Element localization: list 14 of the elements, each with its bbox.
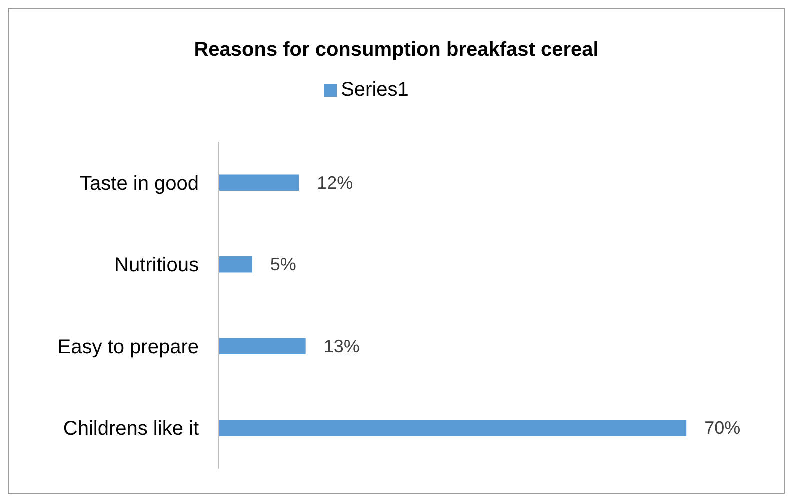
data-label: 5% xyxy=(270,254,296,275)
bar xyxy=(219,420,687,436)
y-tick-label: Nutritious xyxy=(114,254,199,277)
legend-label: Series1 xyxy=(341,79,409,101)
data-label: 12% xyxy=(317,172,354,193)
bar xyxy=(219,174,300,192)
y-tick-label: Childrens like it xyxy=(63,418,200,440)
bar xyxy=(219,256,252,273)
y-tick-label: Easy to prepare xyxy=(58,336,199,358)
chart-title: Reasons for consumption breakfast cereal xyxy=(193,39,600,63)
data-label: 13% xyxy=(324,336,360,356)
data-label: 70% xyxy=(704,418,741,438)
bar xyxy=(219,338,306,355)
y-tick-label: Taste in good xyxy=(80,172,199,195)
